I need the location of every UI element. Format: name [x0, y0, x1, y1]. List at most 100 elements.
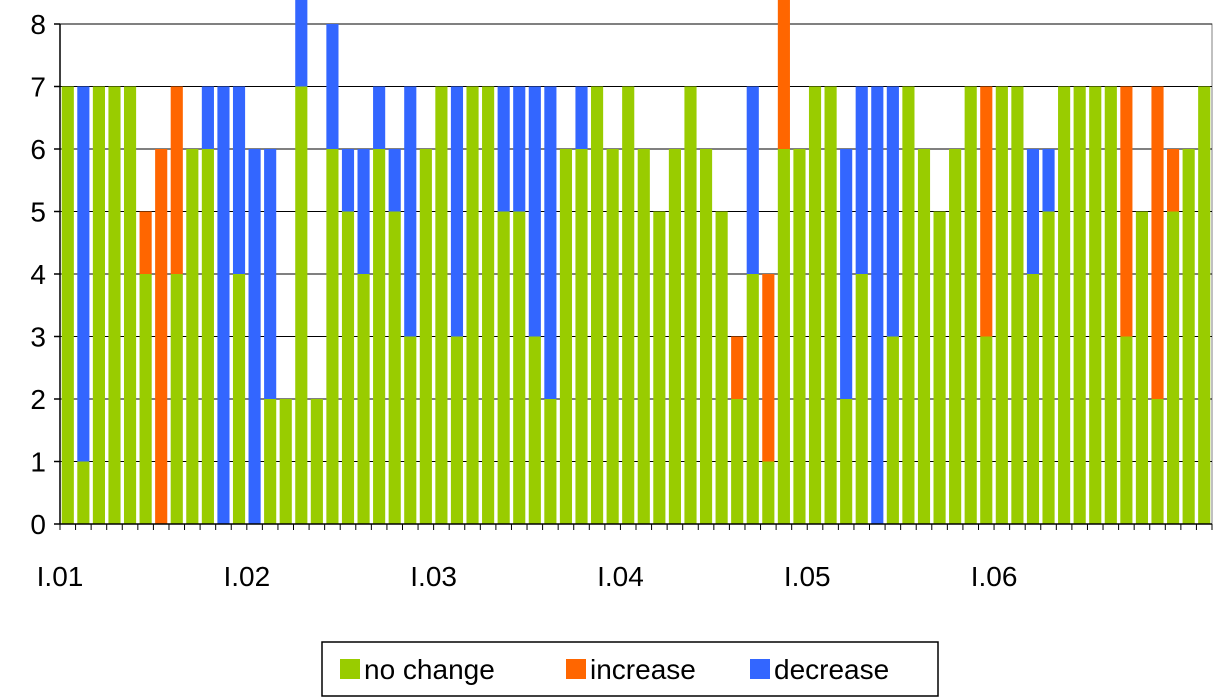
legend-swatch-decrease	[750, 659, 770, 679]
bar-decrease	[886, 86, 899, 337]
bar-decrease	[855, 86, 868, 274]
bar-no-change	[92, 86, 105, 524]
bar-increase	[155, 149, 168, 524]
bar-decrease	[1042, 149, 1055, 212]
y-tick-label: 3	[30, 322, 46, 353]
bar-increase	[1120, 86, 1133, 337]
y-tick-label: 5	[30, 197, 46, 228]
bar-no-change	[964, 86, 977, 524]
bar-no-change	[170, 274, 183, 524]
bar-decrease	[513, 86, 526, 212]
axes	[54, 23, 1213, 530]
x-tick-label: I.02	[223, 561, 270, 592]
legend-box	[321, 641, 939, 697]
y-tick-label: 2	[30, 384, 46, 415]
y-tick-label: 0	[30, 509, 46, 540]
bar-no-change	[513, 211, 526, 524]
bar-increase	[762, 274, 775, 462]
legend: no change increase decrease	[321, 641, 939, 697]
bar-no-change	[575, 149, 588, 524]
bar-no-change	[419, 149, 432, 524]
y-tick-label: 6	[30, 134, 46, 165]
bar-decrease	[357, 149, 370, 274]
bar-no-change	[466, 86, 479, 524]
bar-increase	[980, 86, 993, 337]
bar-no-change	[1151, 399, 1164, 524]
bar-decrease	[575, 86, 588, 149]
bar-no-change	[762, 461, 775, 524]
bar-no-change	[559, 149, 573, 524]
bar-no-change	[840, 399, 853, 524]
bar-no-change	[606, 149, 619, 524]
bar-decrease	[217, 86, 230, 524]
bar-decrease	[232, 86, 246, 274]
bar-no-change	[1058, 86, 1071, 524]
bar-no-change	[622, 86, 635, 524]
bar-no-change	[917, 149, 931, 524]
bar-no-change	[1135, 211, 1149, 524]
bar-no-change	[404, 336, 417, 524]
bar-no-change	[310, 399, 323, 524]
bar-no-change	[1042, 211, 1055, 524]
bar-no-change	[1167, 211, 1180, 524]
bar-no-change	[1198, 86, 1211, 524]
bar-no-change	[684, 86, 697, 524]
bar-no-change	[123, 86, 137, 524]
bar-no-change	[668, 149, 681, 524]
y-tick-label: 1	[30, 447, 46, 478]
bar-decrease	[201, 86, 214, 149]
bar-no-change	[591, 86, 604, 524]
bar-decrease	[404, 86, 417, 337]
bar-no-change	[1073, 86, 1086, 524]
bar-no-change	[497, 211, 510, 524]
bar-decrease	[388, 149, 401, 212]
bar-no-change	[232, 274, 246, 524]
legend-swatch-increase	[566, 659, 586, 679]
bar-no-change	[186, 149, 199, 524]
bar-decrease	[840, 149, 853, 399]
bar-no-change	[746, 274, 759, 524]
y-tick-labels: 0 1 2 3 4 5 6 7 8	[30, 9, 46, 540]
bar-decrease	[544, 86, 557, 399]
legend-label-increase: increase	[590, 654, 696, 685]
bar-no-change	[886, 336, 899, 524]
y-tick-label: 7	[30, 72, 46, 103]
legend-label-no-change: no change	[364, 654, 495, 685]
bar-no-change	[373, 149, 386, 524]
bar-no-change	[653, 211, 666, 524]
x-tick-label: I.05	[784, 561, 831, 592]
bar-no-change	[357, 274, 370, 524]
bar-no-change	[699, 149, 713, 524]
y-tick-label: 8	[30, 9, 46, 40]
bar-no-change	[1120, 336, 1133, 524]
bar-no-change	[1026, 274, 1040, 524]
bar-decrease	[295, 0, 308, 87]
bar-no-change	[1011, 86, 1024, 524]
bar-no-change	[855, 274, 868, 524]
bar-increase	[1167, 149, 1180, 212]
bar-no-change	[264, 399, 277, 524]
bar-no-change	[435, 86, 448, 524]
bar-no-change	[715, 211, 728, 524]
bar-no-change	[1104, 86, 1117, 524]
bar-increase	[170, 86, 183, 274]
bar-no-change	[482, 86, 495, 524]
x-tick-labels: I.01 I.02 I.03 I.04 I.05 I.06	[37, 561, 1018, 592]
bar-no-change	[995, 86, 1008, 524]
bar-no-change	[933, 211, 946, 524]
bar-no-change	[824, 86, 837, 524]
bar-no-change	[61, 86, 74, 524]
bar-decrease	[497, 86, 510, 212]
bar-decrease	[264, 149, 277, 399]
bar-no-change	[949, 149, 962, 524]
bar-decrease	[871, 86, 884, 524]
legend-swatch-no-change	[340, 659, 360, 679]
bar-no-change	[1089, 86, 1102, 524]
bar-no-change	[326, 149, 339, 524]
bar-decrease	[746, 86, 759, 274]
bar-increase	[139, 211, 152, 274]
bar-no-change	[77, 461, 90, 524]
bar-no-change	[528, 336, 541, 524]
bar-decrease	[528, 86, 541, 337]
